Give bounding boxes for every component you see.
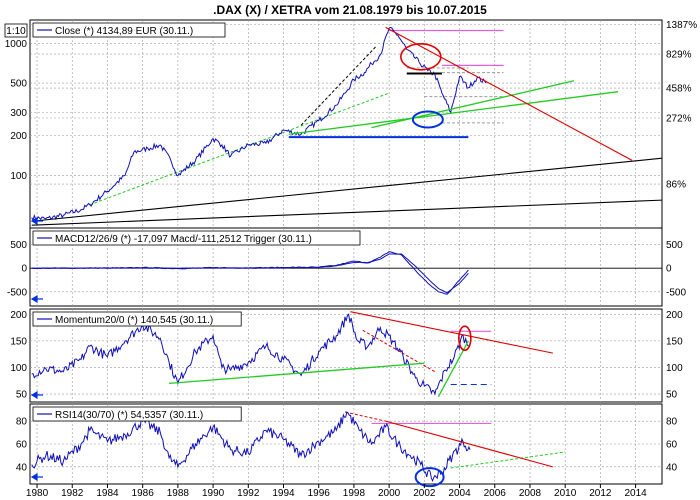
arrow-left-icon	[30, 472, 43, 482]
x-tick-label: 2014	[624, 488, 647, 499]
momentum-panel: 200 150 100 50 200 150 100 50 Momentum20/0 (*) 1…	[10, 309, 683, 402]
y-tick-label-right: 0	[666, 264, 672, 275]
y-tick-label: 60	[16, 440, 28, 451]
price-frame	[29, 19, 663, 229]
y-tick-label-right: 458%	[666, 84, 692, 95]
y-tick-label-right: 40	[666, 462, 678, 473]
y-tick-label: 200	[10, 310, 27, 321]
trend-line-green	[169, 362, 425, 385]
x-tick-label: 2008	[519, 488, 542, 499]
trend-line-green-dashed	[89, 92, 390, 206]
momentum-line	[31, 313, 469, 396]
trend-line-red	[385, 26, 633, 161]
trigger-line	[31, 253, 469, 294]
y-tick-label-right: 100	[666, 363, 683, 374]
trend-line-green	[288, 91, 619, 135]
x-tick-label: 1986	[132, 488, 155, 499]
x-tick-label: 1988	[167, 488, 190, 499]
y-tick-label-right: 60	[666, 440, 678, 451]
y-tick-label-right: 829%	[666, 50, 692, 61]
arrow-left-icon	[30, 216, 43, 226]
y-tick-label-right: 150	[666, 336, 683, 347]
y-tick-label: 80	[16, 417, 28, 428]
y-tick-label: 50	[16, 390, 28, 401]
rsi-panel: 80 60 40 80 60 40 RSI14(30/70) (*) 54,5357 (30…	[16, 404, 678, 488]
blue-circle-annotation	[411, 110, 444, 129]
x-tick-label: 1994	[272, 488, 295, 499]
trend-line-black	[31, 199, 663, 226]
trend-line-green-dashed	[450, 451, 566, 469]
y-tick-label-right: 50	[666, 390, 678, 401]
y-tick-label: 150	[10, 336, 27, 347]
y-tick-label-right: 200	[666, 310, 683, 321]
legend-box	[32, 311, 242, 327]
x-tick-label: 1990	[202, 488, 225, 499]
macd-line	[31, 251, 469, 295]
x-tick-label: 2004	[448, 488, 471, 499]
legend-box	[32, 22, 226, 38]
y-tick-label: 100	[10, 171, 27, 182]
y-tick-label-right: 272%	[666, 113, 692, 124]
legend-label: MACD12/26/9 (*) -17,097 Macd/-111,2512 T…	[55, 234, 312, 245]
legend-box	[32, 230, 361, 246]
y-tick-label-right: 80	[666, 417, 678, 428]
red-circle-annotation	[458, 325, 472, 352]
trend-line-black-dashed	[300, 45, 378, 126]
legend-box	[32, 406, 242, 422]
y-tick-label: 100	[10, 363, 27, 374]
y-tick-label-right: 86%	[666, 180, 686, 191]
blue-circle-annotation	[414, 467, 445, 488]
chart-title: .DAX (X) / XETRA vom 21.08.1979 bis 10.0…	[213, 3, 487, 17]
price-panel: 1000 500 300 200 100 1387% 829% 458% 272% 86% Clos…	[5, 20, 697, 228]
y-tick-label: 1000	[5, 39, 28, 50]
y-tick-label: 300	[10, 108, 27, 119]
y-tick-label-right: -500	[666, 287, 686, 298]
macd-frame	[29, 227, 663, 307]
y-tick-label: 0	[21, 264, 27, 275]
x-tick-label: 2002	[413, 488, 436, 499]
y-tick-label-right: 1387%	[666, 20, 697, 31]
y-tick-label: 200	[10, 131, 27, 142]
scale-label: 1:10	[4, 23, 28, 38]
trend-line-black	[31, 157, 663, 222]
y-tick-label-right: 500	[666, 240, 683, 251]
x-tick-label: 1982	[61, 488, 84, 499]
red-circle-annotation	[400, 42, 442, 71]
y-tick-label: -500	[7, 287, 27, 298]
arrow-left-icon	[30, 294, 43, 304]
x-axis: 1980 1982 1984 1986 1988 1990 1992 1994 1996 1998…	[26, 484, 647, 499]
legend-label: Momentum20/0 (*) 140,545 (30.11.)	[55, 315, 213, 326]
trend-line-green	[371, 80, 575, 129]
trend-line-red	[385, 420, 553, 468]
trend-line-red-dashed	[345, 411, 386, 422]
legend-label: Close (*) 4134,89 EUR (30.11.)	[55, 26, 193, 37]
rsi-line	[31, 411, 471, 483]
scale-text: 1:10	[6, 26, 26, 37]
y-tick-label: 40	[16, 462, 28, 473]
legend-label: RSI14(30/70) (*) 54,5357 (30.11.)	[55, 410, 203, 421]
x-tick-label: 1998	[343, 488, 366, 499]
price-line	[31, 26, 487, 222]
y-tick-label: 500	[10, 240, 27, 251]
scale-box	[4, 23, 28, 38]
x-tick-label: 2006	[484, 488, 507, 499]
x-tick-label: 2010	[554, 488, 577, 499]
trend-line-red	[350, 311, 553, 354]
x-tick-label: 2012	[589, 488, 612, 499]
arrow-left-icon	[30, 390, 43, 400]
x-tick-label: 1984	[96, 488, 119, 499]
macd-panel: 500 0 -500 500 0 -500 MACD12/26/9 (*) -17,097 …	[7, 228, 686, 306]
x-tick-label: 1980	[26, 488, 49, 499]
y-tick-label: 500	[10, 79, 27, 90]
x-tick-label: 1996	[308, 488, 331, 499]
x-tick-label: 2000	[378, 488, 401, 499]
momentum-frame	[29, 308, 663, 403]
x-tick-label: 1992	[237, 488, 260, 499]
